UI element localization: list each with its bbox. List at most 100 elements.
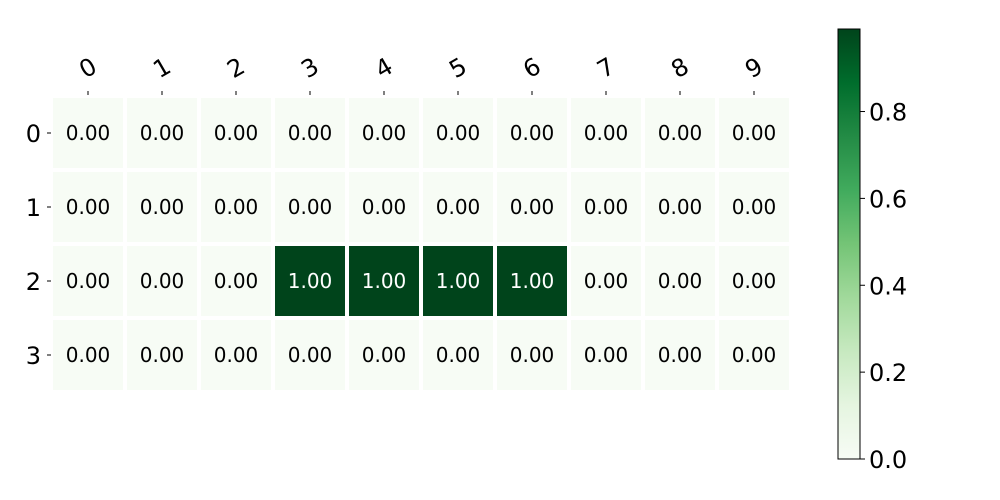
heatmap-cell [645,172,715,242]
cell-value-label: 0.00 [658,121,703,145]
heatmap-cell [349,98,419,168]
cell-value-label: 0.00 [214,195,259,219]
heatmap-cell [719,172,789,242]
colorbar-tick-label: 0.6 [869,185,907,213]
heatmap-cell [497,172,567,242]
heatmap-cell [53,172,123,242]
x-axis-ticks: 0 1 2 3 4 5 6 7 8 9 [74,52,768,95]
y-tick-label: 3 [26,342,41,370]
heatmap-cell [275,172,345,242]
heatmap-cell [423,98,493,168]
colorbar [837,28,861,460]
heatmap-cell [497,320,567,390]
heatmap-cell [423,172,493,242]
heatmap-cell [275,246,345,316]
cell-value-label: 0.00 [510,195,555,219]
cell-value-label: 0.00 [140,343,185,367]
cell-value-label: 0.00 [584,121,629,145]
x-tick-label: 8 [666,52,693,84]
cell-value-label: 0.00 [732,121,777,145]
x-tick-label: 2 [222,52,249,84]
cell-value-label: 0.00 [584,195,629,219]
heatmap-cell [497,98,567,168]
cell-value-label: 1.00 [510,269,555,293]
cell-value-label: 0.00 [436,195,481,219]
cell-value-label: 0.00 [362,121,407,145]
heatmap-cell [53,320,123,390]
colorbar-tick-label: 0.0 [869,446,907,474]
cell-value-label: 0.00 [732,195,777,219]
cell-value-label: 0.00 [436,121,481,145]
y-axis-ticks: 0 1 2 3 [26,120,51,370]
cell-value-label: 0.00 [510,121,555,145]
cell-value-label: 0.00 [288,121,333,145]
cell-value-label: 0.00 [66,121,111,145]
colorbar-tick-label: 0.8 [869,99,907,127]
cell-value-label: 0.00 [658,343,703,367]
heatmap-cell [275,320,345,390]
cell-value-label: 1.00 [436,269,481,293]
heatmap-cells: 0.00 0.00 0.00 0.00 0.00 0.00 0.00 0.00 0.00 0.00… [53,98,789,390]
cell-value-label: 0.00 [436,343,481,367]
y-tick-label: 1 [26,194,41,222]
x-tick-label: 0 [74,52,101,84]
heatmap-cell [275,98,345,168]
cell-value-label: 0.00 [584,269,629,293]
heatmap-cell [719,246,789,316]
cell-value-label: 0.00 [732,269,777,293]
heatmap-cell [201,320,271,390]
x-tick-label: 4 [370,52,397,84]
heatmap-cell [201,246,271,316]
y-tick-label: 2 [26,268,41,296]
colorbar-gradient [837,28,861,460]
heatmap-cell [423,320,493,390]
heatmap-cell [645,246,715,316]
heatmap-cell [127,246,197,316]
cell-value-label: 0.00 [66,269,111,293]
heatmap-cell [349,246,419,316]
cell-value-label: 0.00 [140,195,185,219]
heatmap-cell [645,98,715,168]
cell-value-label: 0.00 [732,343,777,367]
heatmap-cell [127,172,197,242]
cell-value-label: 0.00 [362,195,407,219]
heatmap-cell [645,320,715,390]
heatmap-cell [571,246,641,316]
heatmap-cell [349,172,419,242]
heatmap-cell [127,320,197,390]
heatmap-cell [349,320,419,390]
heatmap-cell [571,98,641,168]
heatmap-cell [201,172,271,242]
x-tick-label: 1 [148,52,175,84]
heatmap-cell [719,320,789,390]
cell-value-label: 0.00 [66,195,111,219]
cell-value-label: 0.00 [214,121,259,145]
cell-value-label: 0.00 [66,343,111,367]
heatmap-cell [497,246,567,316]
x-tick-label: 9 [740,52,767,84]
colorbar-tick-label: 0.2 [869,359,907,387]
colorbar-ticks: 0.0 0.2 0.4 0.6 0.8 [860,99,907,474]
heatmap-cell [53,246,123,316]
heatmap-cell [571,320,641,390]
cell-value-label: 0.00 [510,343,555,367]
cell-value-label: 0.00 [140,121,185,145]
heatmap-cell [719,98,789,168]
heatmap-cell [423,246,493,316]
heatmap-cell [53,98,123,168]
y-tick-label: 0 [26,120,41,148]
heatmap-cell [571,172,641,242]
heatmap-cell [127,98,197,168]
cell-value-label: 0.00 [584,343,629,367]
cell-value-label: 1.00 [288,269,333,293]
cell-value-label: 0.00 [658,269,703,293]
cell-value-label: 0.00 [658,195,703,219]
x-tick-label: 3 [296,52,323,84]
heatmap-cell [201,98,271,168]
cell-value-label: 0.00 [288,195,333,219]
cell-value-label: 0.00 [214,269,259,293]
x-tick-label: 7 [592,52,619,84]
cell-value-label: 0.00 [362,343,407,367]
x-tick-label: 6 [518,52,545,84]
